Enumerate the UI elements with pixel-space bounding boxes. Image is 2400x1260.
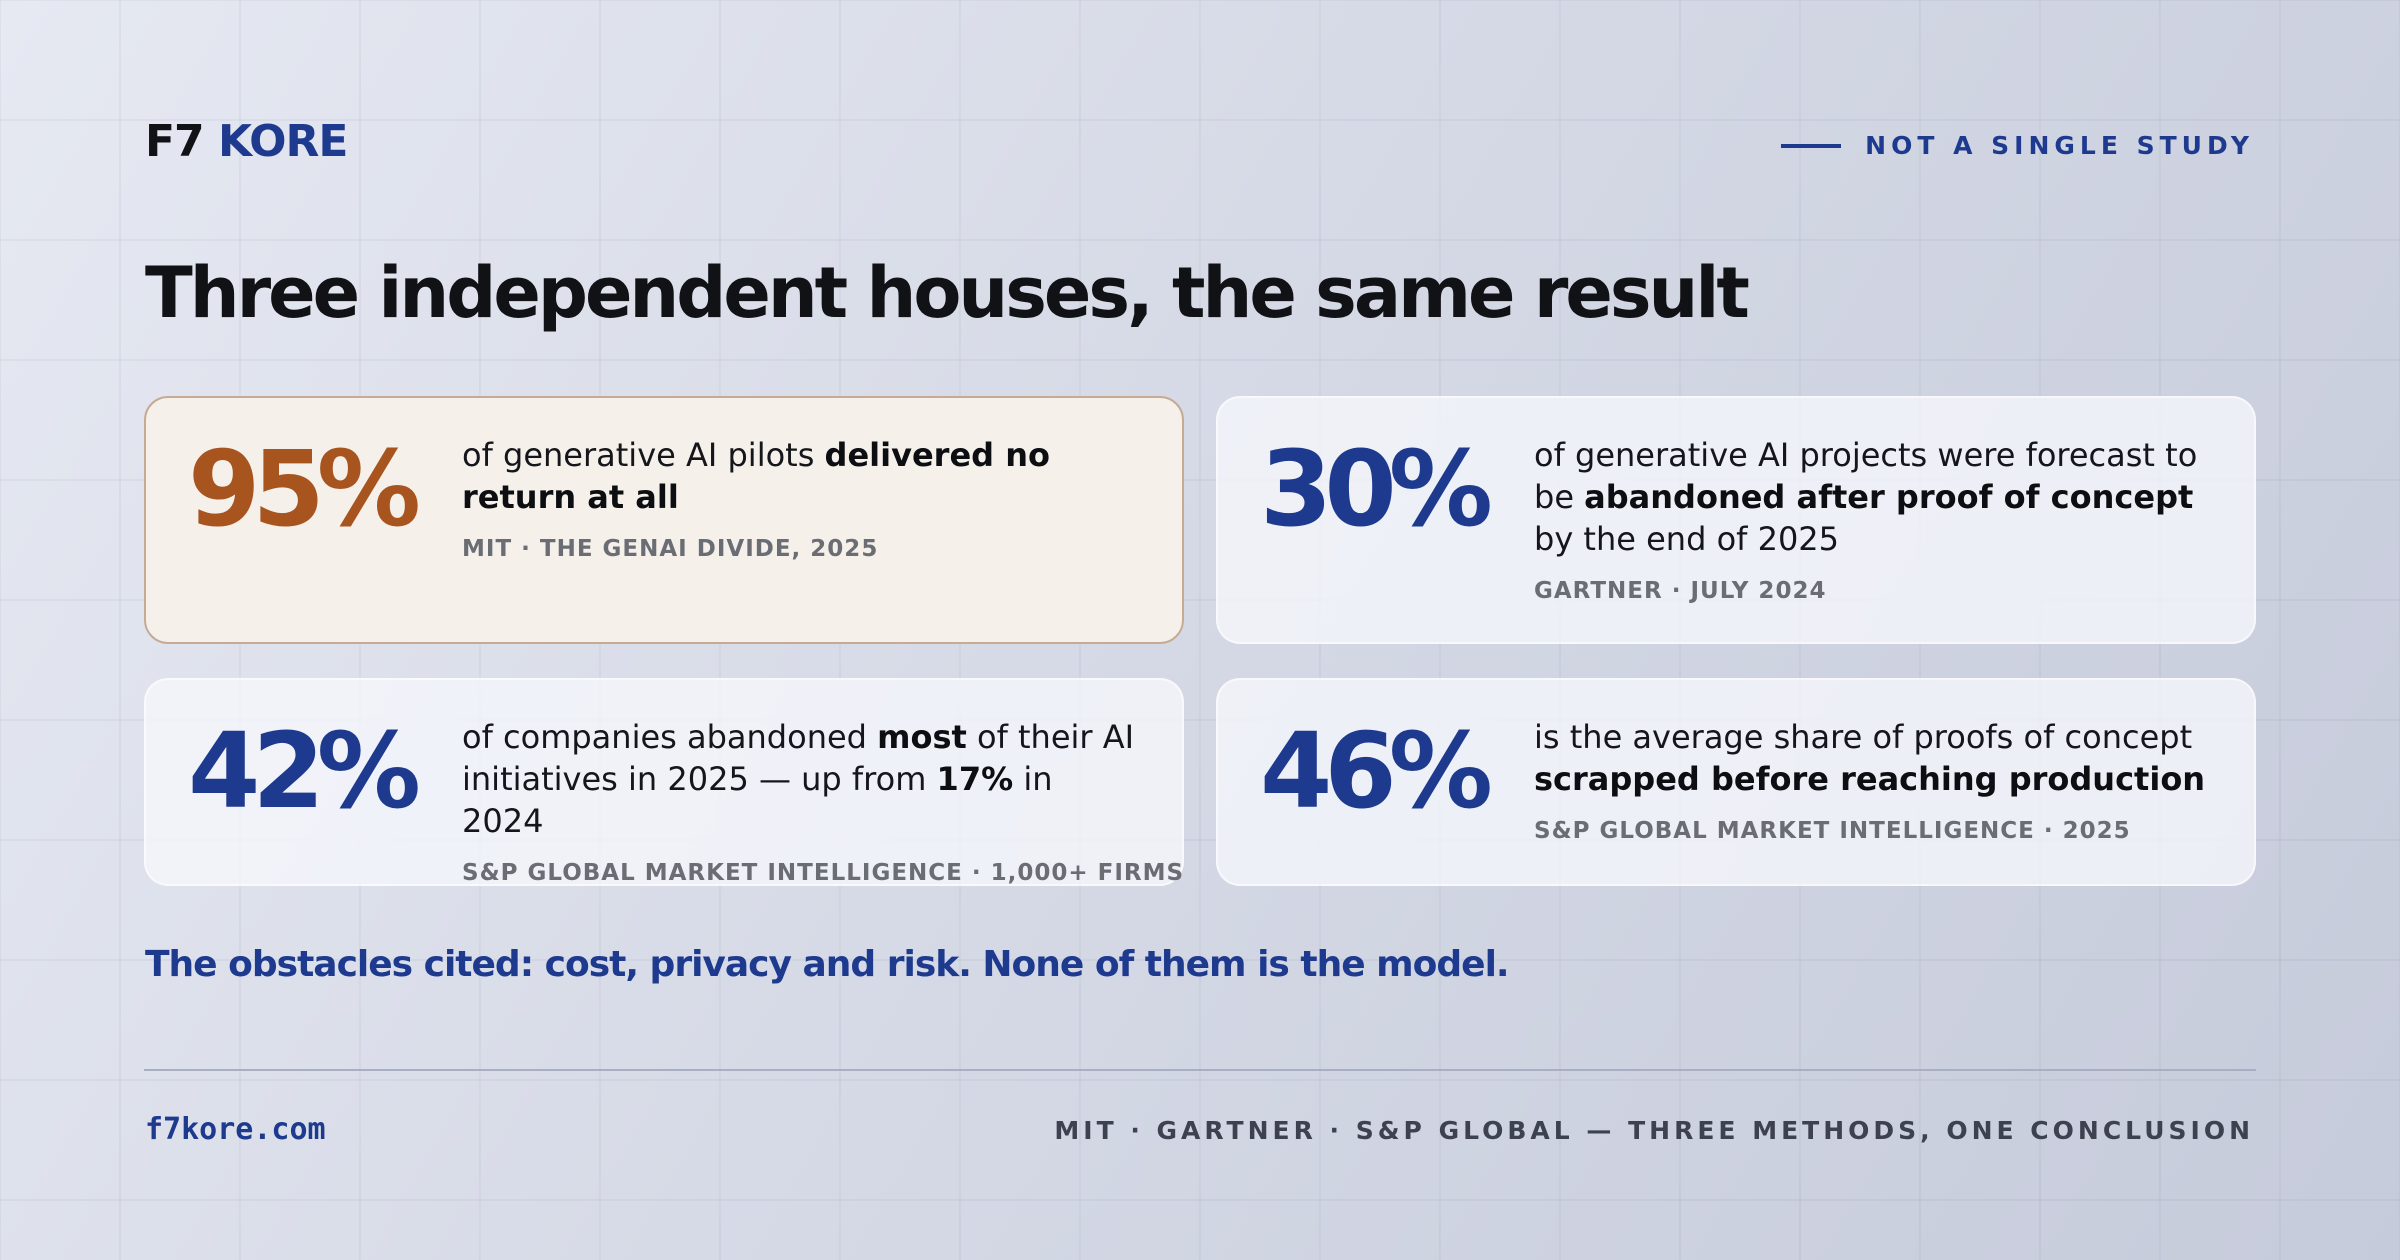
- brand-part-f7: F7: [145, 116, 205, 167]
- stat-source: S&P GLOBAL MARKET INTELLIGENCE · 2025: [1534, 818, 2131, 844]
- stat-description: of generative AI projects were forecast …: [1534, 434, 2214, 560]
- emphasis-text: scrapped before reaching production: [1534, 760, 2206, 798]
- emphasis-text: 17%: [936, 760, 1014, 798]
- kicker-label: NOT A SINGLE STUDY: [1865, 131, 2254, 160]
- emphasis-text: most: [877, 718, 967, 756]
- stat-description: is the average share of proofs of concep…: [1534, 716, 2214, 800]
- stat-card-gartner: 30% of generative AI projects were forec…: [1216, 396, 2256, 644]
- stat-description: of companies abandoned most of their AI …: [462, 716, 1142, 842]
- stat-value: 46%: [1260, 710, 1493, 832]
- stat-value: 42%: [188, 710, 421, 832]
- plain-text: in 2024: [462, 760, 1053, 840]
- kicker-rule: [1781, 143, 1842, 148]
- plain-text: of generative AI pilots: [462, 436, 825, 474]
- emphasis-text: delivered no return at all: [462, 436, 1050, 516]
- conclusion-note: The obstacles cited: cost, privacy and r…: [145, 944, 1510, 985]
- footer-url-link[interactable]: f7kore.com: [145, 1112, 326, 1147]
- kicker: NOT A SINGLE STUDY: [1781, 131, 2254, 160]
- brand-logo: F7 KORE: [145, 116, 348, 167]
- headline: Three independent houses, the same resul…: [145, 252, 1750, 334]
- stat-source: S&P GLOBAL MARKET INTELLIGENCE · 1,000+ …: [462, 860, 1185, 886]
- plain-text: is the average share of proofs of concep…: [1534, 718, 2193, 756]
- stat-text-block: of generative AI projects were forecast …: [1534, 434, 2214, 604]
- stat-card-mit: 95% of generative AI pilots delivered no…: [144, 396, 1184, 644]
- stat-value: 30%: [1260, 428, 1493, 550]
- stat-description: of generative AI pilots delivered no ret…: [462, 434, 1142, 518]
- stat-text-block: of generative AI pilots delivered no ret…: [462, 434, 1142, 562]
- plain-text: of companies abandoned: [462, 718, 878, 756]
- brand-part-kore: KORE: [218, 116, 348, 167]
- stat-text-block: of companies abandoned most of their AI …: [462, 716, 1185, 886]
- stat-source: MIT · THE GENAI DIVIDE, 2025: [462, 536, 879, 562]
- plain-text: of their AI initiatives in 2025 — up fro…: [462, 718, 1135, 798]
- footer-divider: [144, 1069, 2256, 1071]
- footer-caption: MIT · GARTNER · S&P GLOBAL — THREE METHO…: [1054, 1116, 2254, 1145]
- stat-source: GARTNER · JULY 2024: [1534, 578, 1827, 604]
- plain-text: of generative AI projects were forecast …: [1534, 436, 2198, 516]
- emphasis-text: abandoned after proof of concept: [1584, 478, 2194, 516]
- stat-value: 95%: [188, 428, 421, 550]
- plain-text: by the end of 2025: [1534, 520, 1840, 558]
- stat-card-sp-2025: 46% is the average share of proofs of co…: [1216, 678, 2256, 886]
- stat-text-block: is the average share of proofs of concep…: [1534, 716, 2214, 844]
- stat-card-sp-firms: 42% of companies abandoned most of their…: [144, 678, 1184, 886]
